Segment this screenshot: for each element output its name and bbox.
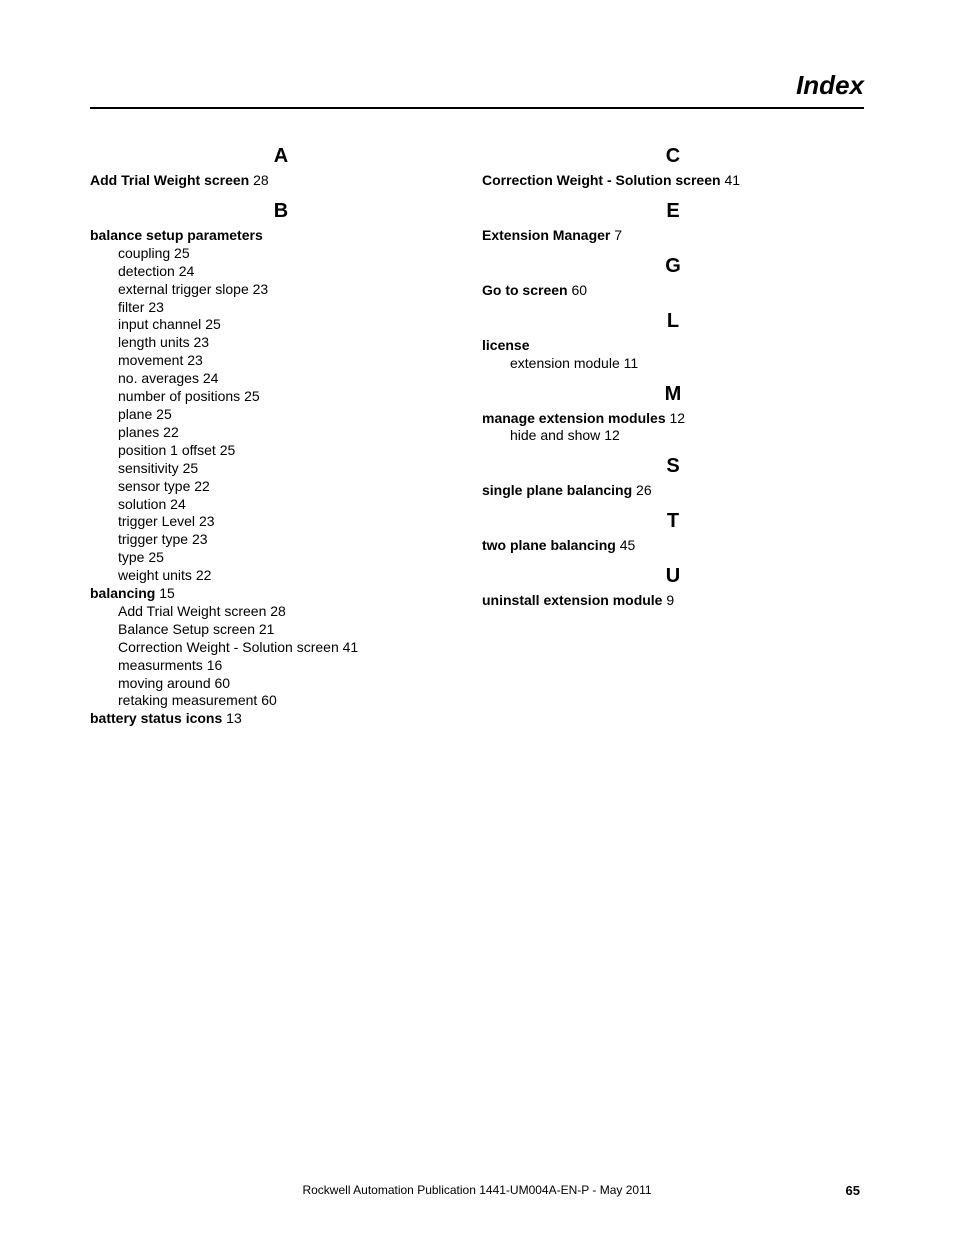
index-entry: Go to screen 60: [482, 282, 864, 300]
index-letter: E: [482, 200, 864, 223]
index-entry: battery status icons 13: [90, 710, 472, 728]
index-entry: uninstall extension module 9: [482, 592, 864, 610]
index-entry: Extension Manager 7: [482, 227, 864, 245]
index-letter: M: [482, 383, 864, 406]
index-subentry: hide and show 12: [482, 427, 864, 445]
index-group-u: U uninstall extension module 9: [482, 565, 864, 610]
index-entry: Add Trial Weight screen 28: [90, 172, 472, 190]
index-subentry: external trigger slope 23: [90, 281, 472, 299]
index-group-l: L license extension module 11: [482, 310, 864, 373]
index-columns: A Add Trial Weight screen 28 B balance s…: [90, 137, 864, 738]
index-subentry: measurments 16: [90, 657, 472, 675]
left-column: A Add Trial Weight screen 28 B balance s…: [90, 137, 472, 738]
index-page: 26: [636, 482, 652, 498]
page-title: Index: [796, 70, 864, 100]
index-subentry: no. averages 24: [90, 370, 472, 388]
index-subentry: position 1 offset 25: [90, 442, 472, 460]
index-term: battery status icons: [90, 710, 222, 726]
index-subentry: filter 23: [90, 299, 472, 317]
index-entry: license: [482, 337, 864, 355]
index-group-m: M manage extension modules 12 hide and s…: [482, 383, 864, 446]
index-letter: S: [482, 455, 864, 478]
index-letter: T: [482, 510, 864, 533]
index-page: 60: [571, 282, 587, 298]
index-term: two plane balancing: [482, 537, 616, 553]
index-subentry: movement 23: [90, 352, 472, 370]
index-letter: C: [482, 145, 864, 168]
index-page: 12: [670, 410, 686, 426]
index-subentry: detection 24: [90, 263, 472, 281]
index-subentry: Add Trial Weight screen 28: [90, 603, 472, 621]
index-subentry: weight units 22: [90, 567, 472, 585]
index-page: 7: [614, 227, 622, 243]
index-group-g: G Go to screen 60: [482, 255, 864, 300]
index-term: uninstall extension module: [482, 592, 662, 608]
index-subentry: trigger Level 23: [90, 513, 472, 531]
index-page: 45: [620, 537, 636, 553]
page-container: Index A Add Trial Weight screen 28 B bal…: [0, 0, 954, 1235]
index-subentry: Correction Weight - Solution screen 41: [90, 639, 472, 657]
index-group-s: S single plane balancing 26: [482, 455, 864, 500]
index-page: 41: [724, 172, 740, 188]
index-term: balance setup parameters: [90, 227, 263, 243]
index-subentry: coupling 25: [90, 245, 472, 263]
index-entry: Correction Weight - Solution screen 41: [482, 172, 864, 190]
page-footer: Rockwell Automation Publication 1441-UM0…: [0, 1183, 954, 1197]
index-term: license: [482, 337, 529, 353]
index-page: 15: [159, 585, 175, 601]
index-term: manage extension modules: [482, 410, 666, 426]
index-subentry: input channel 25: [90, 316, 472, 334]
index-subentry: planes 22: [90, 424, 472, 442]
index-subentry: Balance Setup screen 21: [90, 621, 472, 639]
index-subentry: extension module 11: [482, 355, 864, 373]
index-entry: balancing 15: [90, 585, 472, 603]
index-group-b: B balance setup parameters coupling 25 d…: [90, 200, 472, 728]
index-letter: B: [90, 200, 472, 223]
index-letter: U: [482, 565, 864, 588]
index-page: 28: [253, 172, 269, 188]
index-entry: two plane balancing 45: [482, 537, 864, 555]
index-subentry: sensor type 22: [90, 478, 472, 496]
index-entry: manage extension modules 12: [482, 410, 864, 428]
index-term: balancing: [90, 585, 155, 601]
index-term: Go to screen: [482, 282, 568, 298]
index-entry: balance setup parameters: [90, 227, 472, 245]
index-subentry: length units 23: [90, 334, 472, 352]
index-subentry: retaking measurement 60: [90, 692, 472, 710]
index-subentry: trigger type 23: [90, 531, 472, 549]
index-page: 13: [226, 710, 242, 726]
index-subentry: type 25: [90, 549, 472, 567]
index-entry: single plane balancing 26: [482, 482, 864, 500]
index-subentry: moving around 60: [90, 675, 472, 693]
index-subentry: number of positions 25: [90, 388, 472, 406]
index-subentry: plane 25: [90, 406, 472, 424]
index-page: 9: [666, 592, 674, 608]
index-term: Extension Manager: [482, 227, 610, 243]
index-group-c: C Correction Weight - Solution screen 41: [482, 145, 864, 190]
footer-page-number: 65: [846, 1183, 860, 1198]
index-term: Correction Weight - Solution screen: [482, 172, 721, 188]
index-subentry: solution 24: [90, 496, 472, 514]
index-group-e: E Extension Manager 7: [482, 200, 864, 245]
index-letter: G: [482, 255, 864, 278]
index-term: single plane balancing: [482, 482, 632, 498]
right-column: C Correction Weight - Solution screen 41…: [482, 137, 864, 738]
index-group-t: T two plane balancing 45: [482, 510, 864, 555]
title-block: Index: [90, 70, 864, 109]
index-term: Add Trial Weight screen: [90, 172, 249, 188]
index-letter: A: [90, 145, 472, 168]
footer-publication: Rockwell Automation Publication 1441-UM0…: [0, 1183, 954, 1197]
index-group-a: A Add Trial Weight screen 28: [90, 145, 472, 190]
index-subentry: sensitivity 25: [90, 460, 472, 478]
index-letter: L: [482, 310, 864, 333]
